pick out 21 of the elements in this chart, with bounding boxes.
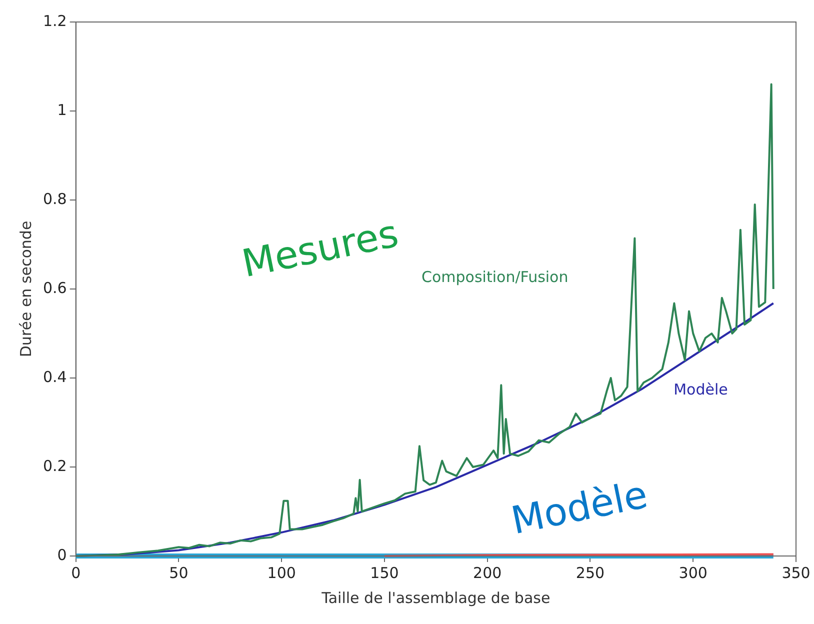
x-tick-label: 50 (169, 564, 188, 582)
annotation: Modèle (508, 472, 652, 543)
annotation: Mesures (238, 211, 402, 286)
series-label: Modèle (674, 380, 728, 398)
x-tick-label: 300 (678, 564, 708, 582)
x-tick-label: 150 (370, 564, 399, 582)
x-tick-label: 200 (473, 564, 502, 582)
y-axis-title: Durée en seconde (16, 220, 35, 358)
x-axis-title: Taille de l'assemblage de base (320, 588, 550, 607)
text: Composition/Fusion (422, 268, 568, 286)
y-tick-label: 0.8 (42, 190, 67, 208)
x-tick-label: 100 (267, 564, 296, 582)
y-tick-label: 0.2 (42, 456, 67, 475)
y-tick-label: 1.2 (42, 12, 67, 30)
y-tick-label: 1 (57, 100, 67, 119)
y-tick-label: 0.6 (42, 278, 67, 297)
x-tick-label: 0 (71, 564, 81, 582)
x-tick-label: 250 (576, 564, 605, 582)
y-tick-label: 0 (57, 546, 67, 564)
x-tick-label: 350 (782, 564, 810, 582)
y-tick-label: 0.4 (42, 368, 67, 386)
